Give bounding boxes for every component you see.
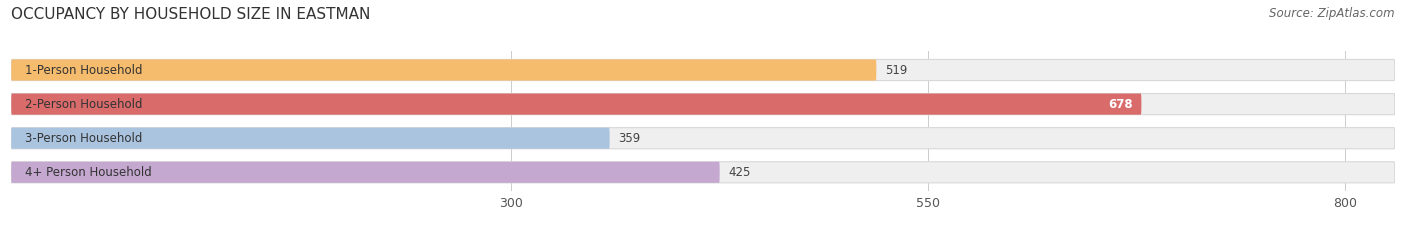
FancyBboxPatch shape [11, 59, 876, 81]
Text: 3-Person Household: 3-Person Household [24, 132, 142, 145]
FancyBboxPatch shape [11, 162, 1395, 183]
Text: OCCUPANCY BY HOUSEHOLD SIZE IN EASTMAN: OCCUPANCY BY HOUSEHOLD SIZE IN EASTMAN [11, 7, 371, 22]
FancyBboxPatch shape [11, 59, 1395, 81]
FancyBboxPatch shape [11, 93, 1395, 115]
Text: 4+ Person Household: 4+ Person Household [24, 166, 152, 179]
Text: 359: 359 [619, 132, 640, 145]
Text: 2-Person Household: 2-Person Household [24, 98, 142, 111]
Text: 519: 519 [884, 64, 907, 76]
FancyBboxPatch shape [11, 128, 1395, 149]
FancyBboxPatch shape [11, 162, 720, 183]
Text: 678: 678 [1108, 98, 1133, 111]
Text: 425: 425 [728, 166, 751, 179]
Text: 1-Person Household: 1-Person Household [24, 64, 142, 76]
Text: Source: ZipAtlas.com: Source: ZipAtlas.com [1270, 7, 1395, 20]
FancyBboxPatch shape [11, 93, 1142, 115]
FancyBboxPatch shape [11, 128, 610, 149]
